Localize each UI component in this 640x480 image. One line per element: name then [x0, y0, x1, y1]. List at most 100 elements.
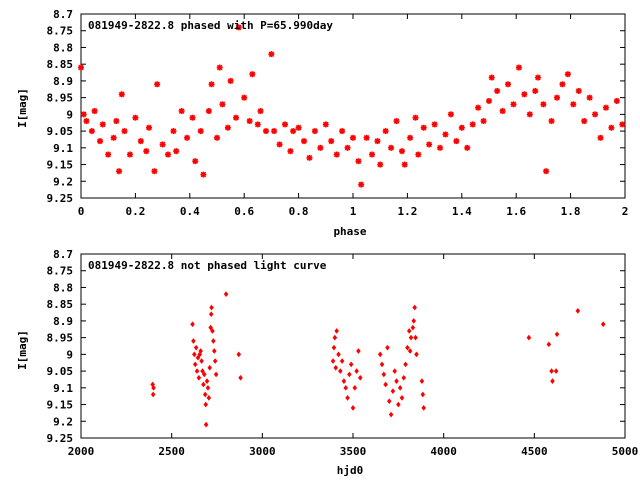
data-point — [306, 154, 313, 161]
x-tick-label: 0.4 — [180, 205, 200, 218]
data-point — [548, 118, 555, 125]
data-point — [437, 144, 444, 151]
data-point — [121, 128, 128, 135]
data-point — [118, 91, 125, 98]
y-tick-label: 8.75 — [47, 25, 74, 38]
data-point — [383, 381, 388, 388]
data-point — [213, 371, 219, 378]
data-point — [499, 108, 506, 115]
data-point — [178, 108, 185, 115]
data-point — [388, 411, 394, 418]
data-point — [339, 128, 346, 135]
data-point — [385, 344, 390, 351]
data-point — [254, 121, 261, 128]
data-point — [209, 304, 214, 311]
data-point — [282, 121, 288, 128]
data-point — [412, 304, 417, 311]
data-point — [442, 131, 449, 138]
data-point — [116, 168, 123, 175]
data-point — [521, 91, 528, 98]
data-point — [570, 101, 577, 108]
data-point — [382, 128, 389, 135]
data-point — [420, 391, 426, 398]
y-tick-label: 8.9 — [53, 75, 73, 88]
y-tick-label: 9.2 — [53, 415, 73, 428]
data-point — [408, 334, 414, 341]
data-point — [403, 361, 408, 368]
data-point — [341, 378, 347, 384]
y-tick-label: 8.95 — [47, 92, 74, 105]
data-point — [581, 118, 588, 125]
data-point — [290, 128, 297, 135]
y-tick-label: 9.15 — [47, 159, 74, 172]
data-point — [236, 351, 242, 358]
data-point — [219, 101, 226, 108]
data-point — [426, 141, 433, 148]
x-tick-label: 3500 — [340, 445, 367, 458]
data-point — [550, 378, 555, 384]
axis-ticks-phased: 0 0.2 0.4 0.6 0.8 1 1.2 1.4 1.6 1.8 2 8.7 8.75 8.8 8.8… — [47, 8, 629, 218]
data-point — [401, 161, 408, 168]
data-point — [173, 148, 180, 155]
data-point — [414, 351, 419, 358]
data-point — [575, 308, 581, 314]
data-point — [151, 168, 158, 175]
data-point — [203, 401, 209, 408]
data-point — [197, 128, 204, 135]
data-point — [170, 128, 177, 135]
data-point — [413, 334, 418, 341]
y-tick-label: 9.1 — [53, 142, 73, 155]
data-point — [196, 374, 202, 381]
data-point — [143, 148, 150, 155]
data-point — [344, 144, 351, 151]
y-tick-label: 9.25 — [47, 432, 74, 445]
data-point — [195, 354, 201, 361]
data-point — [210, 328, 215, 334]
data-point — [200, 171, 207, 178]
panel-phased: 0 0.2 0.4 0.6 0.8 1 1.2 1.4 1.6 1.8 2 8.7 8.75 8.8 8.8… — [16, 8, 628, 238]
data-point — [189, 114, 196, 121]
data-point — [597, 134, 604, 141]
data-point — [227, 77, 234, 84]
data-point — [602, 104, 609, 111]
x-tick-label: 2500 — [158, 445, 185, 458]
data-point — [564, 71, 571, 78]
data-point — [559, 81, 566, 88]
data-point — [204, 378, 210, 384]
data-point — [146, 124, 152, 131]
data-point — [193, 344, 199, 351]
x-axis-label-unphased: hjd0 — [337, 464, 364, 477]
x-tick-label: 1.4 — [452, 205, 472, 218]
data-point — [343, 384, 349, 391]
data-point — [345, 395, 350, 401]
x-tick-label: 2 — [622, 205, 629, 218]
y-tick-label: 9.1 — [53, 382, 73, 395]
data-point — [350, 405, 356, 411]
data-point — [233, 114, 240, 121]
y-tick-label: 8.8 — [53, 281, 73, 294]
y-axis-label-phased: I[mag] — [16, 88, 29, 128]
data-point — [276, 141, 283, 148]
data-point — [377, 351, 383, 358]
data-point — [322, 121, 329, 128]
data-point — [392, 368, 397, 374]
data-point — [546, 341, 552, 348]
data-point — [99, 121, 106, 128]
data-point — [410, 324, 416, 331]
data-point — [334, 328, 339, 334]
data-point — [415, 151, 422, 158]
data-point — [488, 74, 495, 81]
data-point — [214, 134, 220, 141]
y-tick-label: 9 — [66, 348, 73, 361]
x-tick-label: 0 — [78, 205, 85, 218]
chart-title-unphased: 081949-2822.8 not phased light curve — [88, 259, 327, 272]
data-point — [208, 311, 214, 318]
data-point — [447, 111, 454, 118]
data-point — [192, 351, 197, 358]
axis-ticks-unphased: 2000 2500 3000 3500 4000 4500 5000 8.7 8.75 8.8 8.… — [47, 248, 639, 458]
y-tick-label: 8.7 — [53, 8, 73, 21]
data-point — [257, 108, 264, 115]
data-point — [388, 144, 395, 151]
x-tick-label: 0.6 — [234, 205, 254, 218]
